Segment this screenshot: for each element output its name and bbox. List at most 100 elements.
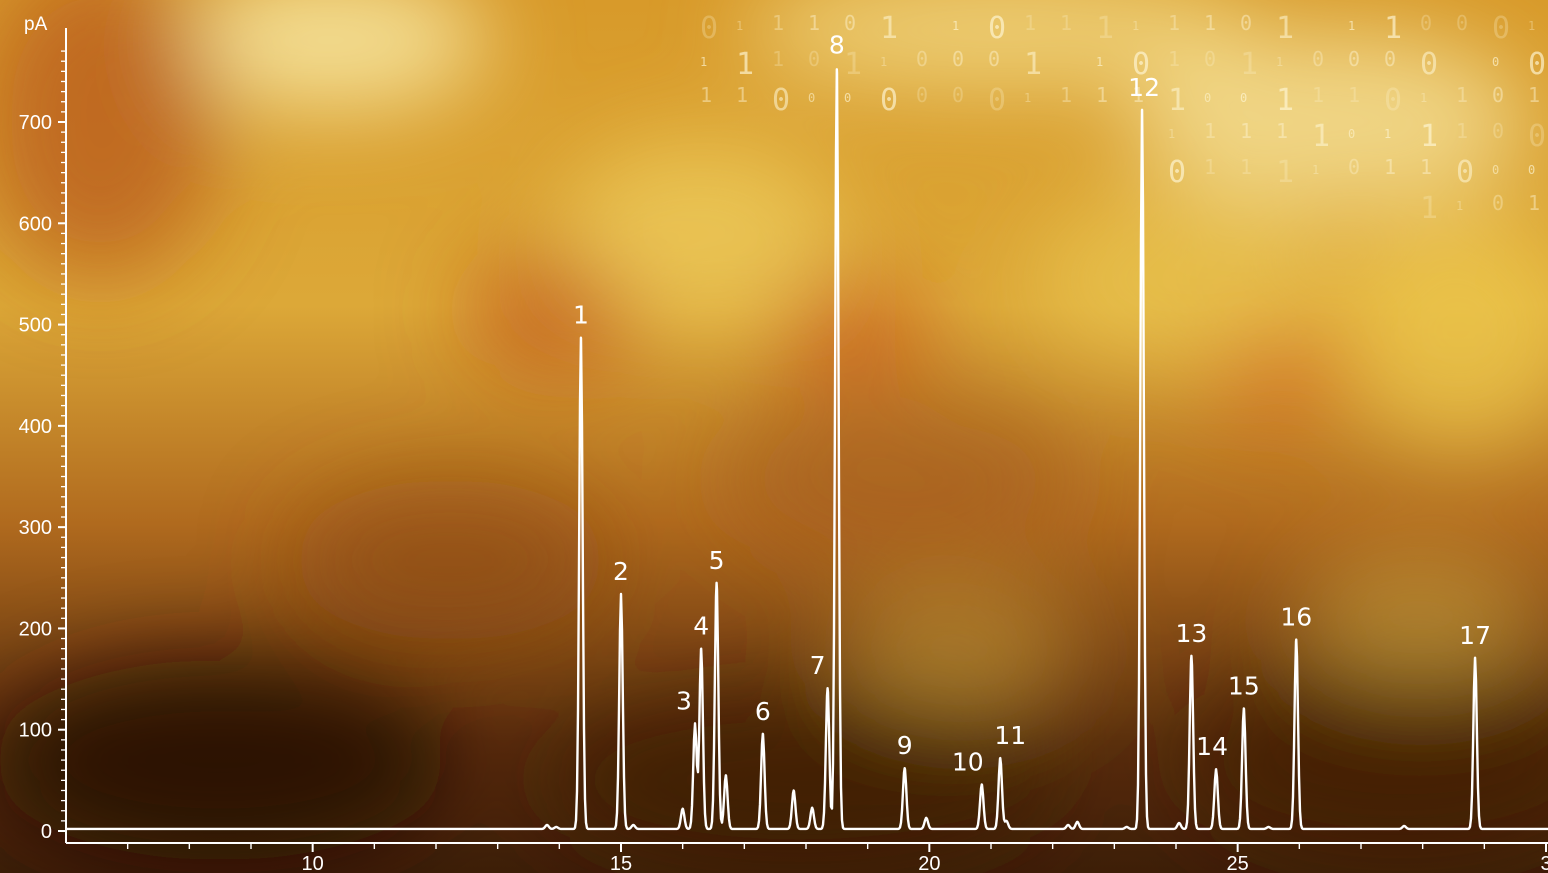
binary-digit: 1: [1528, 19, 1535, 33]
y-tick-label: 100: [19, 720, 52, 742]
binary-digit: 0: [1384, 47, 1396, 71]
binary-digit: 0: [1528, 47, 1546, 82]
peak-label-4: 4: [693, 612, 709, 641]
peak-label-16: 16: [1280, 603, 1312, 632]
peak-label-12: 12: [1128, 73, 1160, 102]
binary-digit: 1: [1276, 83, 1294, 118]
binary-digit: 1: [700, 55, 707, 69]
binary-digit: 1: [772, 11, 784, 35]
binary-digit: 0: [1492, 83, 1504, 107]
binary-digit: 0: [772, 83, 790, 118]
binary-digit: 1: [1204, 155, 1216, 179]
peak-label-3: 3: [676, 687, 692, 716]
binary-digit: 0: [1240, 91, 1247, 105]
binary-digit: 0: [988, 47, 1000, 71]
binary-digit: 1: [1132, 83, 1144, 107]
binary-digit: 1: [1168, 47, 1180, 71]
peak-label-10: 10: [952, 747, 984, 776]
binary-digit: 0: [1420, 47, 1438, 82]
binary-digit: 1: [1384, 155, 1396, 179]
peak-label-17: 17: [1459, 621, 1491, 650]
binary-digit: 1: [1060, 11, 1072, 35]
y-axis-unit-label: pA: [24, 14, 48, 35]
binary-digit: 1: [1384, 11, 1402, 46]
binary-digit: 1: [880, 55, 887, 69]
binary-digit: 1: [1348, 19, 1355, 33]
binary-digit: 1: [1276, 119, 1288, 143]
binary-digit: 1: [952, 19, 959, 33]
binary-digit: 1: [1204, 119, 1216, 143]
binary-digit: 0: [988, 83, 1006, 118]
peak-label-11: 11: [994, 721, 1026, 750]
binary-digit: 1: [736, 19, 743, 33]
binary-digit: 0: [1204, 47, 1216, 71]
binary-digit: 0: [1456, 11, 1468, 35]
binary-digit: 1: [1456, 119, 1468, 143]
peak-label-14: 14: [1196, 732, 1228, 761]
binary-digit: 1: [1240, 119, 1252, 143]
binary-digit: 1: [1420, 91, 1427, 105]
peak-label-6: 6: [755, 697, 771, 726]
binary-digit: 1: [1024, 91, 1031, 105]
binary-digit: 1: [1420, 119, 1438, 154]
binary-digit: 1: [1168, 127, 1175, 141]
binary-digit: 0: [1492, 55, 1499, 69]
binary-digit: 0: [1492, 119, 1504, 143]
binary-digit: 1: [1528, 83, 1540, 107]
binary-digit: 1: [1312, 83, 1324, 107]
binary-digit: 0: [1240, 11, 1252, 35]
x-tick-label: 10: [302, 853, 324, 873]
binary-digit: 1: [1060, 83, 1072, 107]
binary-digit: 1: [1456, 199, 1463, 213]
binary-digit: 1: [736, 47, 754, 82]
binary-digit: 1: [1240, 155, 1252, 179]
peak-label-2: 2: [613, 557, 629, 586]
binary-digit: 1: [1312, 163, 1319, 177]
binary-digit: 0: [916, 83, 928, 107]
binary-digit: 0: [1492, 11, 1510, 46]
binary-digit: 1: [1240, 47, 1258, 82]
y-tick-label: 700: [19, 112, 52, 134]
binary-digit: 0: [916, 47, 928, 71]
binary-digit: 1: [1348, 83, 1360, 107]
peak-label-9: 9: [897, 731, 913, 760]
binary-digit: 1: [1456, 83, 1468, 107]
y-tick-label: 0: [41, 821, 52, 843]
binary-digit: 0: [1348, 155, 1360, 179]
binary-digit: 1: [736, 83, 748, 107]
binary-digit: 0: [1132, 47, 1150, 82]
y-tick-label: 400: [19, 416, 52, 438]
binary-digit: 0: [1348, 47, 1360, 71]
binary-digit: 1: [1168, 11, 1180, 35]
binary-digit: 0: [952, 47, 964, 71]
x-tick-label: 20: [918, 853, 940, 873]
binary-digit: 1: [1528, 191, 1540, 215]
x-tick-label: 15: [610, 853, 632, 873]
binary-digit: 1: [1132, 19, 1139, 33]
binary-digit: 1: [1276, 155, 1294, 190]
binary-digit: 0: [1456, 155, 1474, 190]
peak-label-13: 13: [1176, 619, 1208, 648]
x-tick-label: 3: [1540, 853, 1548, 873]
binary-digit: 0: [844, 91, 851, 105]
binary-digit: 1: [1276, 11, 1294, 46]
y-tick-label: 300: [19, 517, 52, 539]
binary-digit: 1: [1096, 83, 1108, 107]
binary-digit: 0: [1528, 119, 1546, 154]
binary-digit: 1: [1204, 11, 1216, 35]
binary-digit: 0: [880, 83, 898, 118]
binary-digit: 0: [1384, 83, 1402, 118]
y-tick-label: 600: [19, 213, 52, 235]
binary-digit: 1: [1096, 11, 1114, 46]
binary-digit: 0: [1312, 47, 1324, 71]
binary-digit: 1: [700, 83, 712, 107]
binary-digit: 1: [1384, 127, 1391, 141]
binary-digit: 0: [1492, 191, 1504, 215]
y-tick-label: 500: [19, 315, 52, 337]
chromatogram-trace: [65, 68, 1548, 831]
